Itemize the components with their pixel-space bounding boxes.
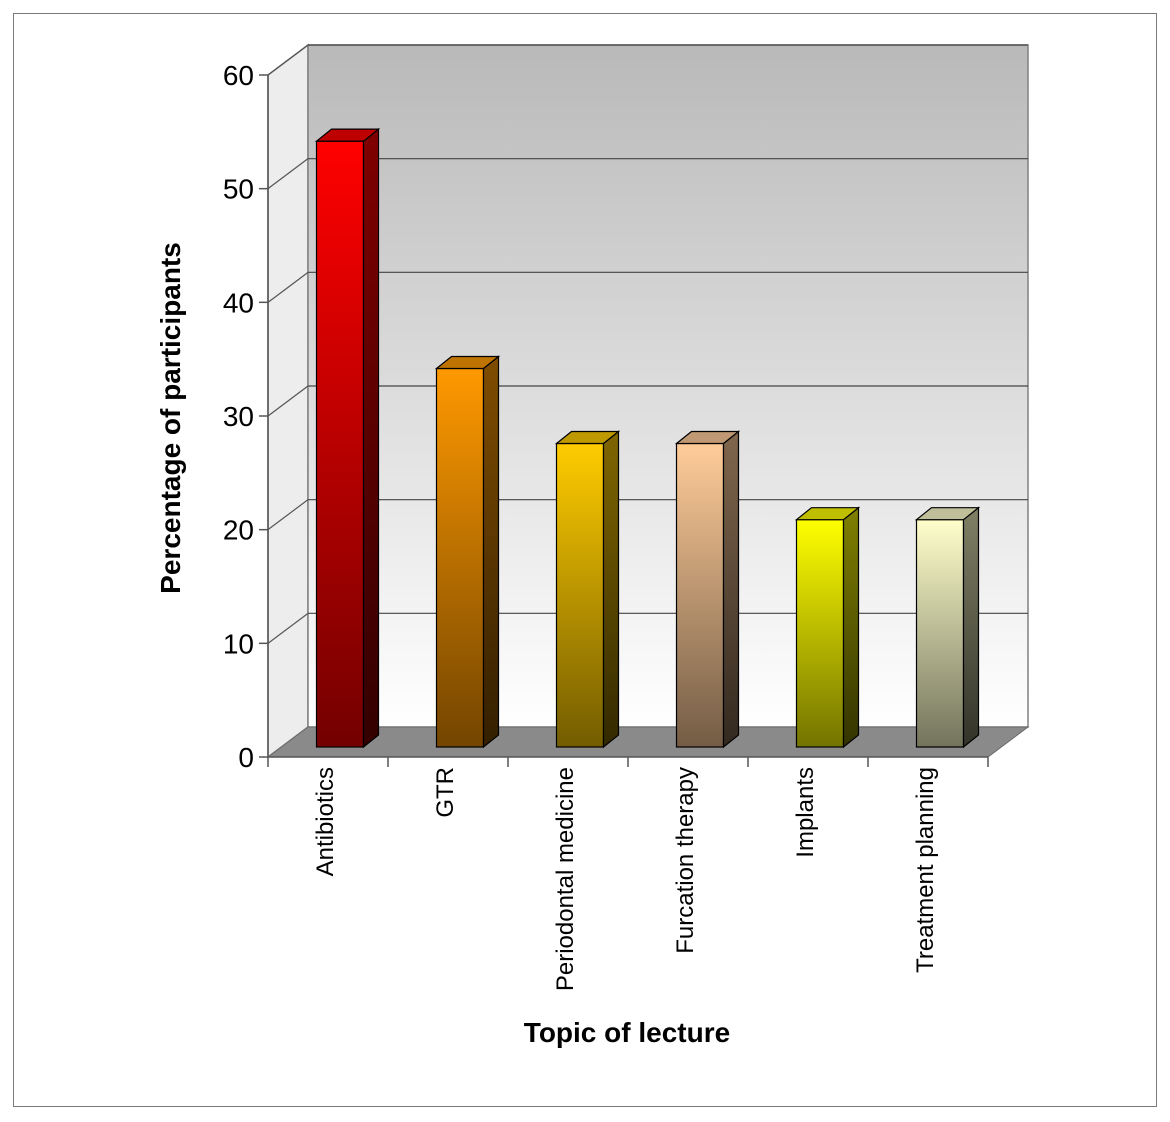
bar-side (962, 506, 980, 749)
x-tick-labels: Antibiotics GTR Periodontal medicine Furcat… (312, 767, 939, 991)
gridlines (267, 44, 1028, 644)
bar-front (435, 367, 485, 748)
x-axis-title: Topic of lecture (524, 1017, 730, 1048)
bar-3 (674, 430, 741, 749)
bar-side (602, 430, 620, 749)
y-tick-label: 50 (223, 174, 254, 205)
floor (266, 726, 1030, 758)
bar-top (914, 507, 981, 521)
x-tick-label: GTR (432, 767, 459, 818)
y-tick-labels: 0 10 20 30 40 50 60 (223, 60, 254, 773)
bar-top (434, 355, 501, 370)
bar-4 (794, 506, 861, 749)
bar-front (915, 519, 965, 748)
chart-frame (13, 13, 1157, 1107)
bar-front (555, 442, 605, 748)
bar-side (362, 127, 380, 749)
bar-front (795, 519, 845, 748)
bar-top (554, 430, 621, 445)
y-axis-title: Percentage of participants (155, 242, 186, 594)
bar-front (675, 442, 725, 748)
gridline-diag (267, 158, 309, 190)
x-tick-label: Furcation therapy (672, 767, 699, 954)
bar-side (722, 430, 740, 749)
gridline-diag (267, 385, 309, 417)
bars (314, 127, 981, 749)
gridline-diag (267, 271, 309, 303)
x-tick-label: Implants (792, 767, 819, 858)
bar-2 (554, 430, 621, 749)
gridline-diag (267, 44, 309, 76)
y-tick-label: 30 (223, 401, 254, 432)
bar-side (842, 506, 860, 749)
bar-0 (314, 127, 381, 749)
bar-top (314, 128, 381, 142)
plot-walls (266, 43, 1030, 759)
y-tick-label: 0 (238, 742, 254, 773)
y-tick-label: 20 (223, 515, 254, 546)
bar-top (674, 430, 741, 445)
bar-5 (914, 506, 981, 749)
gridline-diag (267, 612, 309, 644)
x-tick-label: Treatment planning (912, 767, 939, 973)
bar-front (315, 140, 365, 748)
bar-side (482, 355, 500, 749)
axes (259, 74, 989, 767)
y-tick-label: 40 (223, 287, 254, 318)
y-tick-label: 10 (223, 628, 254, 659)
bar-1 (434, 355, 501, 749)
bar-top (794, 507, 861, 521)
gridline-diag (267, 499, 309, 531)
x-tick-label: Antibiotics (312, 767, 339, 876)
y-tick-label: 60 (223, 60, 254, 91)
x-tick-label: Periodontal medicine (552, 767, 579, 991)
